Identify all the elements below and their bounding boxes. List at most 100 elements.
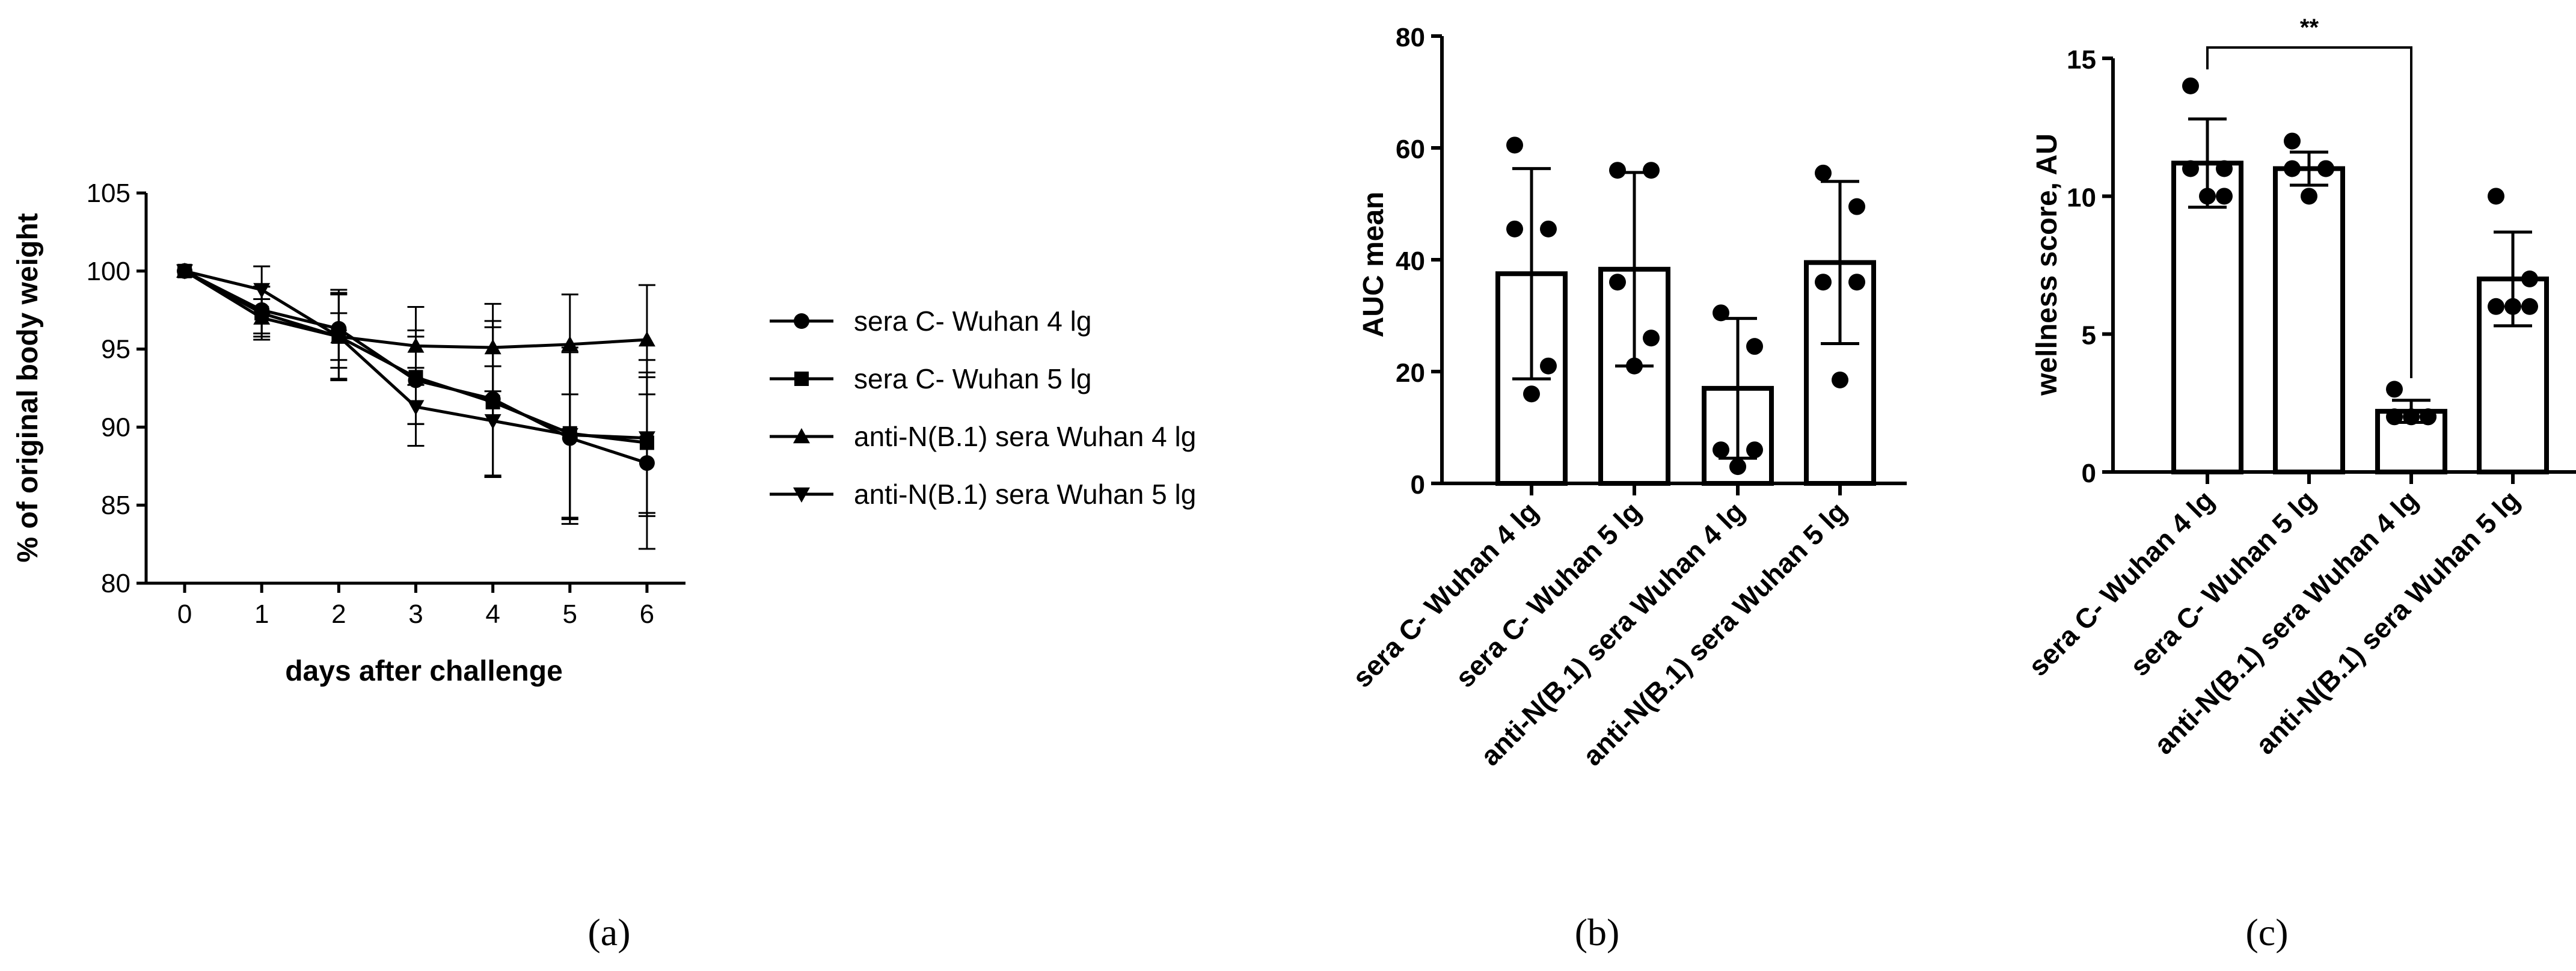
panel-b-bars — [1495, 136, 1876, 486]
panel-a-x-tick-label: 5 — [563, 599, 577, 629]
panel-a-legend-label: sera C- Wuhan 4 lg — [854, 305, 1091, 337]
panel-c-data-point — [2488, 188, 2504, 205]
panel-a-data-point — [484, 414, 501, 430]
panel-a-legend-marker — [794, 313, 809, 329]
panel-a-data-point — [176, 264, 194, 280]
panel-c-bar-group — [2375, 381, 2447, 474]
panel-b-data-point — [1506, 220, 1523, 237]
panel-b-error-bar — [1512, 167, 1551, 381]
panel-a-y-tick-label: 95 — [101, 335, 130, 364]
panel-b-bar-group — [1702, 304, 1774, 486]
panel-c-data-point — [2386, 408, 2403, 426]
panel-a-data-point — [638, 331, 655, 347]
panel-b-y-tick-label: 80 — [1396, 23, 1425, 52]
panel-c-bar-group — [2477, 188, 2549, 474]
panel-a-series — [176, 262, 655, 550]
panel-b-category-label: sera C- Wuhan 4 lg — [1346, 495, 1544, 693]
panel-c-y-tick-label: 5 — [2082, 321, 2096, 351]
panel-b-y-tick-label: 40 — [1396, 247, 1425, 276]
panel-c-bracket-line — [2206, 46, 2412, 379]
panel-a-y-tick-label: 90 — [101, 412, 130, 442]
panel-b-bar-group — [1495, 136, 1568, 486]
panel-c-bar-group — [2171, 77, 2243, 474]
panel-a-y-tick-label: 85 — [101, 491, 130, 520]
panel-c-category-label: sera C- Wuhan 4 lg — [2022, 484, 2220, 682]
panel-b-data-point — [1746, 338, 1763, 355]
panel-c-label: (c) — [2245, 911, 2288, 954]
panel-c-data-point — [2521, 270, 2538, 287]
panel-c-significance-label: ** — [2300, 14, 2319, 41]
panel-c-data-point — [2301, 188, 2317, 205]
panel-c-bar-group — [2273, 132, 2345, 474]
panel-b-bar-group — [1598, 162, 1670, 486]
panel-a-x-tick-label: 3 — [408, 599, 423, 629]
panel-a-x-tick-label: 6 — [640, 599, 654, 629]
panel-b-data-point — [1713, 441, 1729, 459]
panel-a-data-point — [253, 283, 271, 298]
panel-c-bar — [2171, 161, 2243, 474]
panel-b-error-bar — [1821, 180, 1859, 345]
panel-a-data-point — [484, 339, 501, 355]
panel-b-data-point — [1729, 458, 1746, 476]
panel-c-data-point — [2182, 77, 2199, 94]
panel-a-data-point — [407, 337, 425, 353]
panel-a-line-chart: 80 85 90 95 100 105 0 1 2 3 4 5 6 days after challen… — [12, 179, 1196, 954]
panel-a-x-tick-label: 0 — [177, 599, 192, 629]
panel-a-x-axis-title: days after challenge — [285, 655, 563, 687]
panel-a-legend-marker — [793, 428, 810, 444]
panel-c-data-point — [2216, 160, 2233, 177]
panel-a-x-tick-label: 4 — [485, 599, 500, 629]
panel-b-label: (b) — [1575, 911, 1620, 954]
panel-b-y-axis-title: AUC mean — [1358, 192, 1390, 338]
panel-a-label: (a) — [587, 911, 630, 954]
panel-a-legend: sera C- Wuhan 4 lg sera C- Wuhan 5 lg anti… — [770, 305, 1196, 510]
panel-b-category-label: sera C- Wuhan 5 lg — [1449, 495, 1647, 693]
panel-c-data-point — [2488, 298, 2504, 315]
panel-c-data-point — [2403, 408, 2420, 426]
panel-a-y-tick-label: 80 — [101, 569, 130, 598]
panel-a-legend-label: sera C- Wuhan 5 lg — [854, 363, 1091, 394]
panel-a-x-tick-label: 1 — [254, 599, 269, 629]
panel-c-category-label: sera C- Wuhan 5 lg — [2124, 484, 2322, 682]
panel-c-y-tick-label: 15 — [2067, 45, 2096, 75]
panel-b-data-point — [1815, 274, 1832, 291]
panel-b-data-point — [1540, 357, 1557, 375]
panel-b-data-point — [1523, 385, 1540, 403]
panel-c-bar — [2273, 166, 2345, 474]
panel-a-axes: 80 85 90 95 100 105 0 1 2 3 4 5 6 — [87, 179, 685, 629]
panel-c-y-axis-title: wellness score, AU — [2031, 133, 2063, 396]
panel-c-error-bar — [2290, 150, 2328, 187]
panel-b-data-point — [1540, 220, 1557, 237]
panel-a-data-point — [561, 335, 578, 352]
panel-a-data-point — [638, 431, 655, 447]
panel-b-y-tick-label: 60 — [1396, 135, 1425, 164]
panel-b-data-point — [1746, 441, 1763, 459]
panel-b-data-point — [1609, 162, 1626, 179]
panel-c-data-point — [2216, 188, 2233, 205]
panel-a-y-tick-label: 105 — [87, 179, 130, 208]
panel-b-data-point — [1815, 164, 1832, 182]
panel-a-legend-label: anti-N(B.1) sera Wuhan 4 lg — [854, 421, 1196, 452]
panel-c-data-point — [2199, 188, 2216, 205]
panel-c-data-point — [2420, 408, 2436, 426]
panel-c-data-point — [2182, 160, 2199, 177]
panel-b-bar — [1598, 266, 1670, 486]
panel-a-series-4 — [176, 264, 655, 519]
panel-b-y-tick-label: 0 — [1411, 470, 1425, 500]
panel-b-data-point — [1713, 304, 1729, 322]
panel-c-y-tick-label: 0 — [2082, 459, 2096, 488]
panel-c-y-tick-label: 10 — [2067, 183, 2096, 212]
panel-b-data-point — [1848, 274, 1865, 291]
panel-c-data-point — [2284, 160, 2301, 177]
panel-b-data-point — [1643, 329, 1660, 347]
panel-a-data-point — [407, 400, 425, 415]
panel-c-data-point — [2504, 298, 2521, 315]
panel-a-legend-marker — [793, 487, 810, 503]
panel-a-data-point — [561, 428, 578, 444]
panel-c-data-point — [2317, 160, 2334, 177]
panel-c-bars: ** — [2171, 14, 2549, 474]
panel-b-data-point — [1848, 198, 1865, 215]
